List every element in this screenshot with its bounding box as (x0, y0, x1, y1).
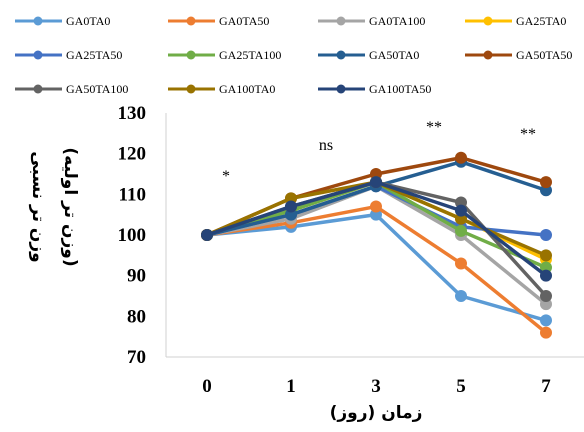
legend-label: GA50TA0 (369, 48, 419, 62)
significance-labels: * ns ** ** (222, 119, 536, 185)
legend-label: GA0TA0 (66, 14, 110, 28)
data-point (540, 269, 552, 282)
series-line (206, 180, 548, 298)
legend-swatch-marker (336, 84, 346, 94)
y-tick-label: 120 (118, 144, 147, 165)
y-tick-label: 70 (127, 347, 146, 368)
legend-label: GA50TA50 (516, 48, 572, 62)
data-point (540, 314, 552, 327)
legend-item: GA50TA100 (15, 82, 128, 96)
y-tick-label: 110 (119, 184, 146, 205)
legend-item: GA50TA50 (465, 48, 572, 62)
data-point (285, 200, 297, 213)
legend-swatch-marker (33, 50, 43, 60)
legend-swatch-marker (186, 16, 196, 26)
legend-label: GA100TA0 (219, 82, 275, 96)
y-tick-label: 90 (127, 266, 146, 287)
data-point (201, 229, 213, 241)
legend-label: GA0TA50 (219, 14, 269, 28)
x-tick-label: 7 (541, 376, 551, 397)
legend-swatch-marker (186, 50, 196, 60)
series-GA100TA50 (201, 176, 552, 282)
legend-label: GA100TA50 (369, 82, 431, 96)
y-tick-label: 80 (127, 306, 146, 327)
legend-item: GA100TA50 (318, 82, 431, 96)
legend-swatch-marker (483, 50, 493, 60)
y-tick-label: 100 (118, 225, 147, 246)
data-point (540, 176, 552, 189)
data-point (455, 151, 467, 164)
x-tick-label: 3 (371, 376, 381, 397)
x-axis-title: زمان (روز) (330, 403, 423, 423)
data-point (455, 224, 467, 237)
legend-item: GA100TA0 (168, 82, 275, 96)
x-tick-label: 5 (456, 376, 466, 397)
legend-swatch-marker (336, 16, 346, 26)
legend-item: GA0TA0 (15, 14, 110, 28)
legend-item: GA25TA50 (15, 48, 122, 62)
legend-item: GA25TA100 (168, 48, 281, 62)
legend-item: GA50TA0 (318, 48, 419, 62)
legend-item: GA25TA0 (465, 14, 566, 28)
y-axis-title-line1: وزن تر نسبی (28, 151, 48, 262)
data-point (540, 326, 552, 339)
legend-label: GA0TA100 (369, 14, 425, 28)
legend-swatch-marker (483, 16, 493, 26)
x-tick-label: 0 (202, 376, 212, 397)
y-axis-title-line2: (وزن تر اولیه) (60, 147, 80, 266)
data-point (455, 290, 467, 302)
data-point (455, 204, 467, 217)
y-tick-labels: 70 80 90 100 110 120 130 (118, 103, 147, 368)
series-group (201, 151, 552, 339)
x-tick-labels: 0 1 3 5 7 (202, 376, 551, 397)
legend-swatch-marker (33, 16, 43, 26)
legend-item: GA0TA100 (318, 14, 425, 28)
significance-label: ns (319, 137, 333, 154)
significance-label: ** (426, 119, 442, 136)
legend-swatch-marker (186, 84, 196, 94)
legend-label: GA25TA50 (66, 48, 122, 62)
data-point (370, 176, 382, 189)
legend-label: GA25TA100 (219, 48, 281, 62)
legend-label: GA50TA100 (66, 82, 128, 96)
legend-swatch-marker (336, 50, 346, 60)
y-tick-label: 130 (118, 103, 147, 124)
significance-label: ** (520, 126, 536, 143)
data-point (540, 249, 552, 262)
legend-item: GA0TA50 (168, 14, 269, 28)
significance-label: * (222, 168, 230, 185)
data-point (540, 290, 552, 302)
axes (165, 113, 584, 358)
legend-swatch-marker (33, 84, 43, 94)
legend: GA0TA0 GA0TA50 GA0TA100 GA25TA0 GA25TA50 GA25… (15, 14, 572, 96)
x-tick-label: 1 (286, 376, 296, 397)
legend-label: GA25TA0 (516, 14, 566, 28)
data-point (455, 257, 467, 270)
data-point (540, 229, 552, 241)
data-point (370, 200, 382, 213)
